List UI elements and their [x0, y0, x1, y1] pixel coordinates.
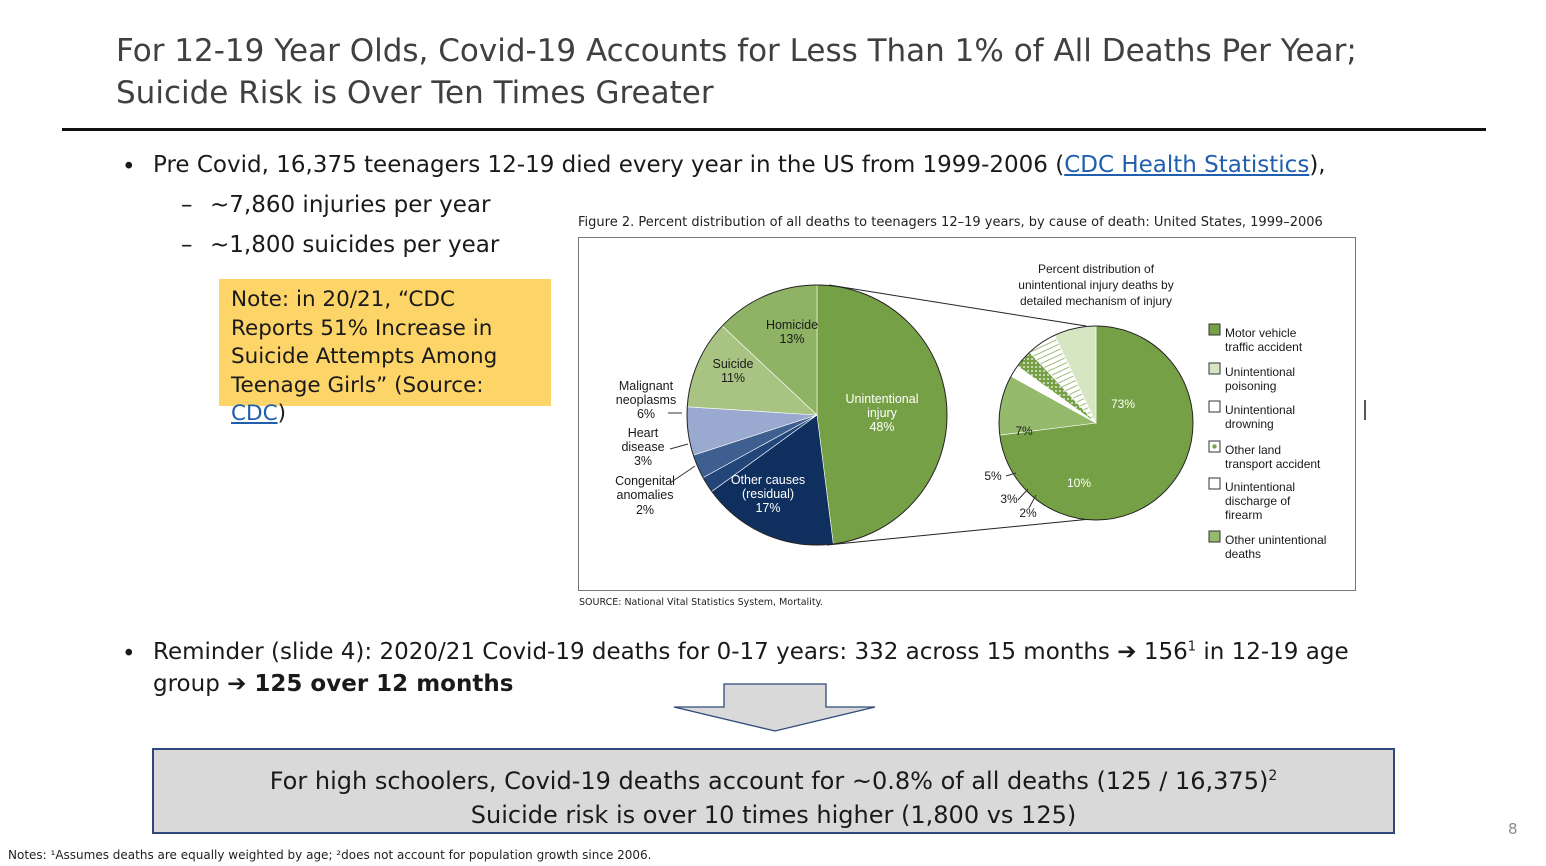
injury-detail-pie [998, 325, 1194, 521]
reminder-line-1: Reminder (slide 4): 2020/21 Covid-19 dea… [153, 639, 1349, 665]
legend-poisoning-label-2: poisoning [1225, 379, 1276, 393]
sub-bullet-suicides: ~1,800 suicides per year [210, 232, 500, 258]
other-causes-label: Other causes [731, 473, 805, 487]
reminder-bold-result: 125 over 12 months [246, 671, 514, 697]
connector-line-bottom [826, 517, 1102, 546]
unintentional-injury-label: Unintentional [846, 392, 919, 406]
reminder-text: Reminder (slide 4): 2020/21 Covid-19 dea… [153, 639, 1118, 665]
cdc-source-link[interactable]: CDC [231, 401, 278, 426]
legend-poisoning-label: Unintentional [1225, 365, 1295, 379]
other-unintentional-pct: 10% [1067, 476, 1091, 490]
legend-drowning-label: Unintentional [1225, 403, 1295, 417]
heart-leader-line [669, 443, 689, 450]
land-transport-pct: 3% [1000, 492, 1018, 506]
down-arrow-icon [673, 683, 876, 732]
legend-motor-vehicle-label: Motor vehicle [1225, 326, 1297, 340]
unintentional-injury-label-2: injury [867, 406, 898, 420]
arrow-icon: ➔ [227, 671, 247, 697]
sub-dash: – [181, 232, 193, 258]
note-text: Note: in 20/21, “CDC Reports 51% Increas… [231, 287, 498, 398]
bullet-text-suffix: ), [1309, 152, 1326, 178]
reminder-text-156: 156 [1136, 639, 1188, 665]
detail-pie-title: Percent distribution of [1038, 262, 1155, 276]
legend-swatch-dot-pattern [1212, 444, 1217, 449]
summary-box: For high schoolers, Covid-19 deaths acco… [152, 748, 1395, 834]
heart-label: Heart [628, 426, 659, 440]
malignant-label: Malignant [619, 379, 674, 393]
congenital-label-2: anomalies [617, 488, 674, 502]
slide-title: For 12-19 Year Olds, Covid-19 Accounts f… [116, 33, 1357, 111]
homicide-pct: 13% [779, 332, 804, 346]
congenital-label: Congenital [615, 474, 675, 488]
footnote-marker-2: 2 [1268, 768, 1278, 784]
legend-swatch-motor-vehicle-traffic-accident [1208, 323, 1221, 336]
legend-land-transport-label: Other land [1225, 443, 1281, 457]
legend-swatch-other-unintentional-deaths [1208, 530, 1221, 543]
cdc-health-statistics-link[interactable]: CDC Health Statistics [1064, 152, 1310, 178]
legend-swatch-unintentional-poisoning [1208, 362, 1221, 375]
sub-bullet-injuries: ~7,860 injuries per year [210, 192, 491, 218]
congenital-pct: 2% [636, 503, 654, 517]
sub-dash: – [181, 192, 193, 218]
firearm-pct: 2% [1019, 506, 1037, 520]
main-pie-outline [686, 284, 948, 546]
legend-other-label-2: deaths [1225, 547, 1261, 561]
figure-frame [578, 237, 1356, 591]
malignant-label-2: neoplasms [616, 393, 676, 407]
drowning-pct: 5% [984, 469, 1002, 483]
suicide-pct: 11% [721, 371, 745, 385]
land-transport-leader-line [1017, 488, 1029, 501]
legend-firearm-label-3: firearm [1225, 508, 1262, 522]
reminder-text-age: in 12-19 age [1196, 639, 1349, 665]
unintentional-injury-pct: 48% [869, 420, 894, 434]
reminder-line-2: group ➔ 125 over 12 months [153, 671, 513, 697]
footnote-marker-1: 1 [1187, 639, 1197, 655]
text-cursor [1364, 400, 1366, 420]
bullet-dot: • [122, 641, 136, 667]
pie-charts: Homicide 13% Suicide 11% Malignant neopl… [615, 262, 1326, 561]
detail-pie-outline [998, 325, 1194, 521]
suicide-label: Suicide [713, 357, 754, 371]
detail-pie-title-3: detailed mechanism of injury [1020, 294, 1172, 308]
firearm-leader-line [1028, 494, 1037, 509]
arrow-icon: ➔ [1117, 639, 1137, 665]
other-causes-pct: 17% [755, 501, 780, 515]
legend-other-label: Other unintentional [1225, 533, 1326, 547]
connector-line-top [828, 284, 1087, 327]
summary-text-1: For high schoolers, Covid-19 deaths acco… [269, 767, 1269, 795]
homicide-label: Homicide [766, 318, 818, 332]
heart-label-2: disease [621, 440, 664, 454]
congenital-leader-line [669, 465, 696, 484]
legend-swatch-unintentional-drowning [1208, 400, 1221, 413]
summary-line-2: Suicide risk is over 10 times higher (1,… [470, 801, 1077, 829]
legend-firearm-label-2: discharge of [1225, 494, 1291, 508]
detail-pie-legend [1208, 323, 1221, 543]
legend-swatch-unintentional-discharge-of-firearm [1208, 477, 1221, 490]
reminder-text-group: group [153, 671, 228, 697]
footnote: Notes: ¹Assumes deaths are equally weigh… [8, 848, 652, 862]
bullet-dot: • [122, 154, 136, 180]
heart-pct: 3% [634, 454, 652, 468]
legend-motor-vehicle-label-2: traffic accident [1225, 340, 1303, 354]
main-pie [686, 284, 948, 546]
legend-drowning-label-2: drowning [1225, 417, 1274, 431]
zoom-connector-lines [826, 284, 1102, 546]
bullet-text: Pre Covid, 16,375 teenagers 12-19 died e… [153, 152, 1065, 178]
note-suffix: ) [277, 401, 286, 426]
page-number: 8 [1508, 820, 1518, 838]
bullet-pre-covid: Pre Covid, 16,375 teenagers 12-19 died e… [153, 152, 1326, 178]
legend-land-transport-label-2: transport accident [1225, 457, 1321, 471]
figure-source: SOURCE: National Vital Statistics System… [579, 597, 823, 608]
note-callout: Note: in 20/21, “CDC Reports 51% Increas… [219, 279, 551, 426]
malignant-pct: 6% [637, 407, 655, 421]
title-divider [62, 128, 1486, 131]
other-causes-label-2: (residual) [742, 487, 794, 501]
detail-pie-title-2: unintentional injury deaths by [1018, 278, 1173, 292]
figure-caption: Figure 2. Percent distribution of all de… [578, 215, 1323, 230]
poisoning-pct: 7% [1015, 424, 1033, 438]
drowning-leader-line [1005, 472, 1017, 477]
legend-firearm-label: Unintentional [1225, 480, 1295, 494]
motor-vehicle-pct: 73% [1111, 397, 1135, 411]
summary-line-1: For high schoolers, Covid-19 deaths acco… [154, 759, 1393, 798]
